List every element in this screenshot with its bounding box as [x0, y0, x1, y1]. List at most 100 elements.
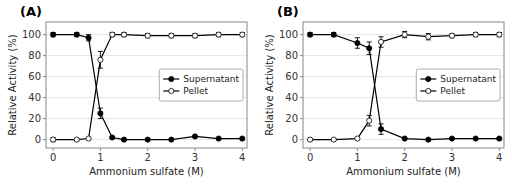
data-point [169, 137, 174, 142]
legend-item: Supernatant [163, 74, 239, 84]
data-point [169, 33, 174, 38]
data-point [473, 136, 478, 141]
x-tick [147, 148, 148, 151]
y-tick-label: 0 [292, 134, 298, 145]
series [307, 32, 501, 142]
legend: Supernatant Pellet [159, 69, 243, 101]
y-tick-label: 100 [22, 29, 41, 40]
error-bar [308, 33, 313, 37]
error-bar [169, 34, 174, 38]
legend-item: Supernatant [420, 74, 496, 84]
error-bar [367, 42, 372, 55]
x-tick-label: 0 [307, 152, 313, 163]
error-bar [86, 35, 91, 41]
series [50, 32, 244, 142]
plot-frame [303, 22, 504, 148]
data-point [145, 137, 150, 142]
legend-box [159, 69, 243, 101]
legend-label: Pellet [440, 86, 465, 96]
data-point [497, 136, 502, 141]
data-point [449, 136, 454, 141]
data-point [367, 46, 372, 51]
error-bar [240, 33, 245, 37]
y-tick [300, 34, 303, 35]
data-point [50, 137, 55, 142]
x-tick-label: 4 [239, 152, 245, 163]
data-point [426, 34, 431, 39]
y-tick [300, 76, 303, 77]
y-tick-label: 80 [28, 50, 41, 61]
data-point [378, 39, 383, 44]
panel-label: (B) [277, 4, 299, 19]
panel: 02040608010001234Ammonium sulfate (M)Rel… [264, 4, 504, 177]
grid-line [303, 55, 504, 56]
y-tick-label: 20 [285, 113, 298, 124]
data-point [121, 137, 126, 142]
x-tick-label: 1 [354, 152, 360, 163]
y-tick-label: 40 [28, 92, 41, 103]
series [50, 32, 244, 142]
data-point [86, 136, 91, 141]
y-tick [43, 76, 46, 77]
plot-data [50, 32, 244, 142]
legend-marker [169, 88, 174, 93]
x-tick-label: 1 [97, 152, 103, 163]
y-tick-label: 100 [279, 29, 298, 40]
error-bar [192, 34, 197, 38]
error-bar [355, 38, 360, 49]
data-point [74, 137, 79, 142]
data-point [98, 111, 103, 116]
y-tick [43, 139, 46, 140]
x-tick-label: 3 [449, 152, 455, 163]
y-tick [300, 139, 303, 140]
grid-line [46, 118, 247, 119]
plot-frame [46, 22, 247, 148]
error-bar [473, 33, 478, 37]
y-tick-label: 60 [285, 71, 298, 82]
data-point [240, 32, 245, 37]
error-bar [449, 34, 454, 38]
data-point [192, 33, 197, 38]
legend: Supernatant Pellet [416, 69, 500, 101]
error-bar [74, 33, 79, 37]
x-tick-label: 2 [401, 152, 407, 163]
y-tick [43, 118, 46, 119]
panel-label: (A) [20, 4, 42, 19]
data-point [74, 32, 79, 37]
legend-marker [169, 76, 174, 81]
x-tick-label: 4 [496, 152, 502, 163]
y-tick-label: 20 [28, 113, 41, 124]
error-bar [98, 108, 103, 119]
error-bar [110, 33, 115, 37]
error-bar [426, 34, 431, 40]
error-bar [497, 33, 502, 37]
data-point [216, 32, 221, 37]
series-line [310, 35, 499, 140]
data-point [240, 136, 245, 141]
error-bar [367, 115, 372, 126]
x-tick [100, 148, 101, 151]
y-tick [300, 97, 303, 98]
data-point [355, 40, 360, 45]
data-point [331, 137, 336, 142]
series-line [53, 35, 242, 140]
x-tick [310, 148, 311, 151]
error-bar [216, 33, 221, 37]
x-tick [499, 148, 500, 151]
x-tick-label: 3 [192, 152, 198, 163]
grid-line [303, 118, 504, 119]
y-tick-label: 60 [28, 71, 41, 82]
plot-data [307, 31, 501, 142]
chart: 02040608010001234Ammonium sulfate (M)Rel… [0, 0, 512, 187]
data-point [355, 136, 360, 141]
error-bar [145, 34, 150, 38]
data-point [192, 134, 197, 139]
legend-marker [426, 88, 431, 93]
y-tick [300, 118, 303, 119]
x-axis-label: Ammonium sulfate (M) [89, 166, 204, 177]
grid [303, 35, 504, 140]
error-bar [379, 124, 384, 135]
series [307, 31, 501, 142]
legend-item: Pellet [163, 86, 208, 96]
legend-box [416, 69, 500, 101]
